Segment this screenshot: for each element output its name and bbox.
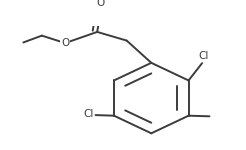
Text: O: O <box>61 38 69 48</box>
Text: Cl: Cl <box>83 110 93 119</box>
Text: Cl: Cl <box>198 51 209 61</box>
Text: O: O <box>97 0 105 9</box>
